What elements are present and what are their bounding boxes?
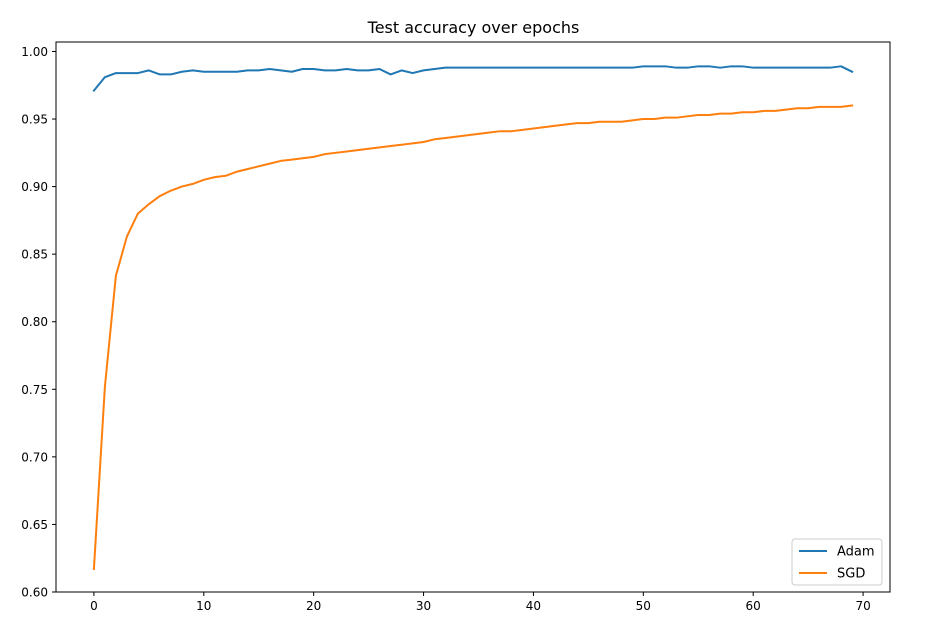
x-axis-ticks: 0 10 20 30 40 50 60 70	[90, 592, 871, 613]
plot-series	[92, 65, 854, 571]
y-tick-label: 0.85	[21, 248, 48, 262]
x-tick-label: 20	[306, 599, 321, 613]
plot-area-frame	[55, 41, 891, 593]
y-axis-ticks: 0.60 0.65 0.70 0.75 0.80 0.85 0.90 0.95 1.00	[21, 45, 56, 600]
x-tick-label: 40	[526, 599, 541, 613]
y-tick-label: 0.60	[21, 586, 48, 600]
y-tick-label: 0.95	[21, 113, 48, 127]
chart-title: Test accuracy over epochs	[367, 18, 580, 37]
x-tick-label: 0	[90, 599, 98, 613]
y-tick-label: 0.70	[21, 450, 48, 464]
series-line-sgd	[92, 104, 854, 571]
legend-adam-label: Adam	[837, 545, 875, 560]
y-tick-label: 0.90	[21, 180, 48, 194]
x-tick-label: 60	[746, 599, 761, 613]
legend-sgd-label: SGD	[837, 567, 865, 582]
y-tick-label: 1.00	[21, 45, 48, 59]
x-tick-label: 50	[636, 599, 651, 613]
x-tick-label: 10	[196, 599, 211, 613]
y-tick-label: 0.65	[21, 518, 48, 532]
y-tick-label: 0.75	[21, 383, 48, 397]
legend: Adam SGD	[791, 538, 883, 586]
x-tick-label: 70	[855, 599, 870, 613]
y-tick-label: 0.80	[21, 315, 48, 329]
series-line-adam	[92, 65, 854, 93]
x-tick-label: 30	[416, 599, 431, 613]
